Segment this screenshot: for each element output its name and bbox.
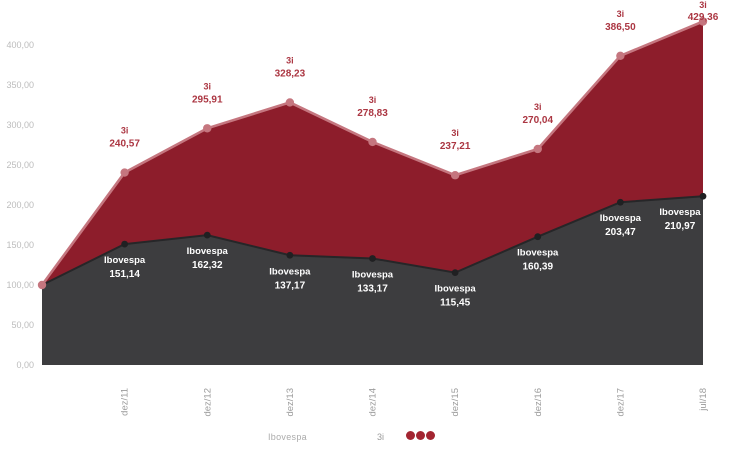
point-label-value: 151,14 bbox=[109, 269, 140, 280]
point-label-value: 203,47 bbox=[605, 227, 636, 238]
point-label-value: 162,32 bbox=[192, 260, 223, 271]
y-axis-tick-label: 400,00 bbox=[6, 40, 34, 50]
x-axis-tick-label: dez/17 bbox=[615, 388, 626, 417]
point-label-value: 278,83 bbox=[357, 108, 388, 119]
y-axis-tick-label: 100,00 bbox=[6, 280, 34, 290]
data-point-marker bbox=[616, 198, 624, 206]
point-label-series-name: 3i bbox=[203, 81, 211, 91]
legend-ibovespa-label: Ibovespa bbox=[268, 432, 307, 442]
point-label-series-name: Ibovespa bbox=[352, 269, 394, 280]
data-point-marker bbox=[203, 124, 212, 133]
point-label-value: 240,57 bbox=[109, 139, 140, 150]
y-axis-tick-label: 200,00 bbox=[6, 200, 34, 210]
legend-3i-label: 3i bbox=[377, 432, 385, 442]
data-point-marker bbox=[285, 98, 295, 107]
point-label-series-name: Ibovespa bbox=[600, 213, 642, 224]
y-axis-tick-label: 50,00 bbox=[11, 320, 34, 330]
point-label-series-name: Ibovespa bbox=[659, 207, 701, 218]
point-label-value: 210,97 bbox=[665, 221, 696, 232]
data-point-marker bbox=[120, 168, 129, 177]
point-label-series-name: Ibovespa bbox=[517, 248, 559, 259]
x-axis-tick-label: dez/16 bbox=[533, 388, 544, 417]
y-axis-tick-label: 350,00 bbox=[6, 80, 34, 90]
data-point-marker bbox=[450, 171, 460, 180]
x-axis-tick-label: dez/12 bbox=[202, 388, 213, 417]
y-axis-tick-label: 250,00 bbox=[6, 160, 34, 170]
data-point-marker bbox=[534, 233, 542, 241]
data-point-marker bbox=[616, 51, 625, 60]
y-axis-tick-label: 300,00 bbox=[6, 120, 34, 130]
y-axis-tick-label: 0,00 bbox=[16, 360, 34, 370]
point-label-value: 137,17 bbox=[275, 280, 306, 291]
point-label-series-name: 3i bbox=[451, 128, 459, 138]
point-label-value: 270,04 bbox=[522, 115, 553, 126]
point-label-value: 237,21 bbox=[440, 141, 471, 152]
data-point-marker bbox=[699, 192, 707, 200]
point-label-series-name: 3i bbox=[369, 95, 377, 105]
point-label-series-name: Ibovespa bbox=[435, 284, 477, 295]
x-axis-tick-label: dez/13 bbox=[285, 388, 296, 417]
point-label-series-name: 3i bbox=[617, 9, 625, 19]
point-label-value: 115,45 bbox=[440, 298, 470, 309]
point-label-value: 160,39 bbox=[522, 262, 553, 273]
data-point-marker bbox=[451, 269, 459, 277]
data-point-marker bbox=[369, 255, 376, 262]
data-point-marker bbox=[286, 251, 294, 259]
point-label-series-name: 3i bbox=[121, 126, 129, 136]
y-axis-tick-label: 150,00 bbox=[6, 240, 34, 250]
data-point-marker bbox=[37, 280, 47, 290]
point-label-series-name: Ibovespa bbox=[187, 246, 229, 257]
point-label-series-name: Ibovespa bbox=[269, 266, 311, 277]
point-label-series-name: 3i bbox=[286, 55, 294, 65]
point-label-value: 429,36 bbox=[688, 12, 719, 23]
data-point-marker bbox=[698, 17, 708, 26]
data-point-marker bbox=[121, 240, 129, 248]
3i-logo-dots-icon bbox=[406, 431, 435, 440]
chart-legend: Ibovespa 3i bbox=[0, 428, 729, 448]
x-axis-tick-label: jul/18 bbox=[698, 388, 709, 412]
data-point-marker bbox=[368, 137, 377, 147]
x-axis-tick-label: dez/15 bbox=[450, 388, 461, 417]
point-label-value: 133,17 bbox=[357, 283, 388, 294]
point-label-value: 328,23 bbox=[275, 68, 306, 79]
point-label-series-name: Ibovespa bbox=[104, 255, 146, 266]
point-label-value: 295,91 bbox=[192, 94, 223, 105]
point-label-series-name: 3i bbox=[534, 102, 542, 112]
point-label-value: 386,50 bbox=[605, 22, 636, 33]
data-point-marker bbox=[203, 231, 211, 239]
x-axis-tick-label: dez/11 bbox=[120, 388, 131, 416]
x-axis-tick-label: dez/14 bbox=[368, 388, 379, 417]
point-label-series-name: 3i bbox=[699, 0, 707, 10]
data-point-marker bbox=[533, 144, 542, 154]
